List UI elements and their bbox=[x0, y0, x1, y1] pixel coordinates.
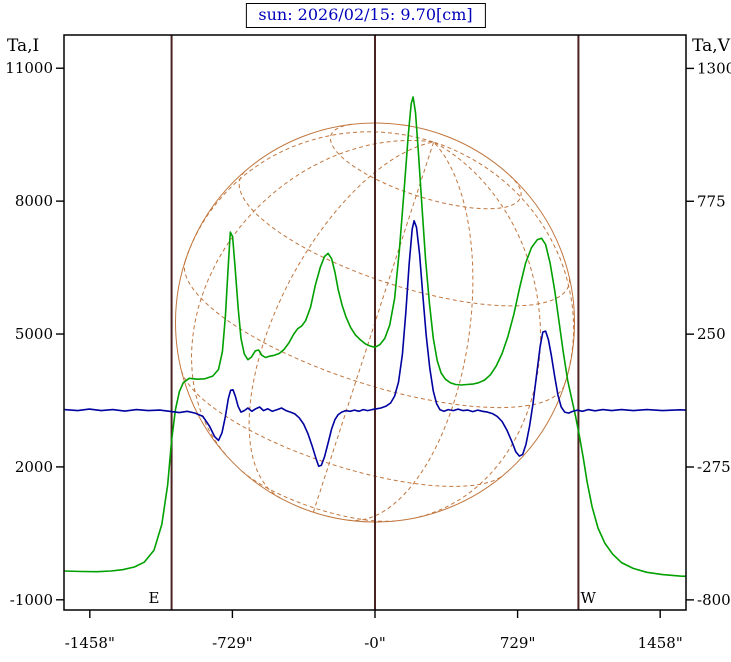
left-axis-title: Ta,I bbox=[7, 36, 40, 56]
chart-title-box: sun: 2026/02/15: 9.70[cm] bbox=[245, 3, 486, 28]
left-axis-tick-label: 8000 bbox=[15, 192, 53, 210]
left-axis-tick-label: -1000 bbox=[10, 591, 53, 609]
polarization-curve bbox=[63, 220, 687, 468]
x-axis-tick-label: -729" bbox=[212, 634, 253, 652]
west-limb-label: W bbox=[580, 589, 596, 607]
x-axis-tick-label: 729" bbox=[500, 634, 536, 652]
left-axis-tick-label: 11000 bbox=[5, 59, 53, 77]
x-axis-tick-label: -0" bbox=[364, 634, 386, 652]
intensity-curve bbox=[63, 96, 687, 578]
east-limb-label: E bbox=[148, 589, 159, 607]
x-axis-tick-label: 1458" bbox=[638, 634, 683, 652]
right-axis-tick-label: 250 bbox=[697, 325, 726, 343]
right-axis-title: Ta,V bbox=[692, 36, 730, 56]
left-axis-tick-label: 5000 bbox=[15, 325, 53, 343]
x-axis-tick-label: -1458" bbox=[65, 634, 115, 652]
right-axis-tick-label: -800 bbox=[697, 591, 731, 609]
left-axis-tick-label: 2000 bbox=[15, 458, 53, 476]
right-axis-tick-label: -275 bbox=[697, 458, 731, 476]
right-axis-tick-label: 775 bbox=[697, 192, 726, 210]
chart-title: sun: 2026/02/15: 9.70[cm] bbox=[258, 5, 473, 24]
right-axis-tick-label: 1300 bbox=[697, 59, 731, 77]
